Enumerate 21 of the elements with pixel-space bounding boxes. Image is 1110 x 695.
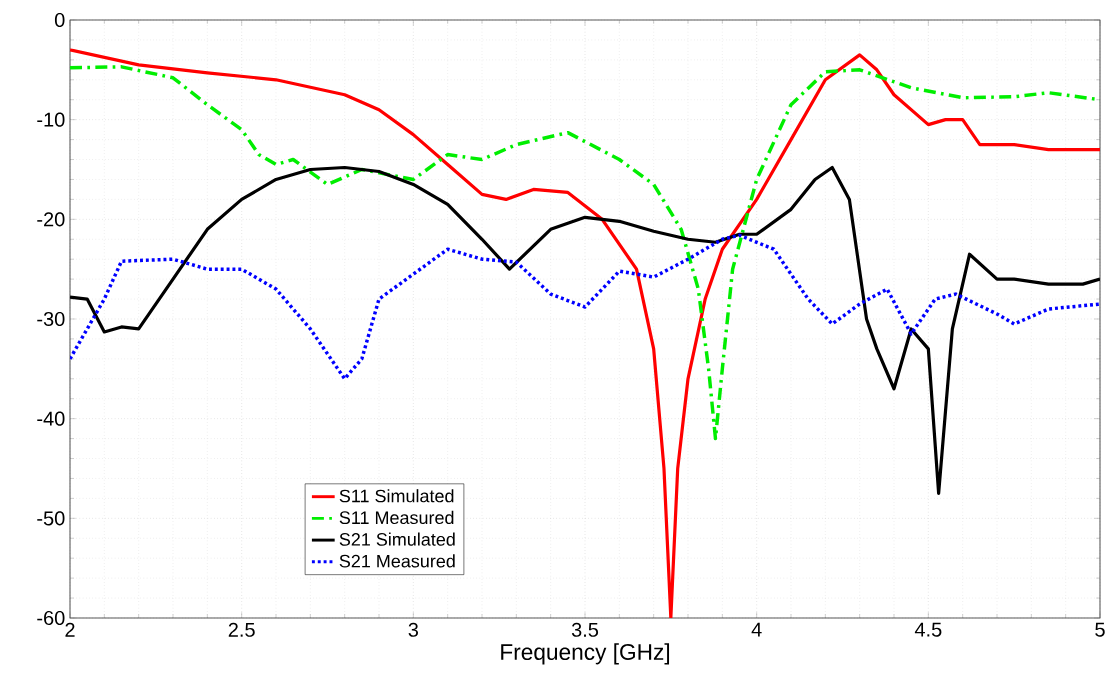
y-tick-label: -50 xyxy=(37,511,65,526)
y-tick-label: 0 xyxy=(54,12,65,28)
y-tick-label: -60 xyxy=(37,610,65,626)
y-tick-label: -20 xyxy=(37,212,65,227)
legend-label: S11 Simulated xyxy=(339,489,454,503)
line-series xyxy=(70,48,1100,618)
x-tick-label: 2 xyxy=(65,622,75,637)
legend-label: S11 Measured xyxy=(339,510,454,525)
legend-label: S21 Simulated xyxy=(339,532,455,546)
y-tick-label: -40 xyxy=(37,411,65,426)
x-tick-label: 3.5 xyxy=(571,622,599,637)
x-axis-title: Frequency [GHz] xyxy=(501,643,670,665)
x-tick-label: 3 xyxy=(408,622,419,637)
y-tick-label: -30 xyxy=(37,311,65,327)
x-tick-label: 4.5 xyxy=(914,622,942,637)
x-tick-label: 5 xyxy=(1095,622,1105,637)
x-tick-label: 2.5 xyxy=(228,622,255,637)
x-tick-label: 4 xyxy=(751,622,762,637)
y-tick-label: -10 xyxy=(37,112,65,127)
legend-label: S21 Measured xyxy=(339,554,455,568)
line-series xyxy=(70,233,1100,381)
